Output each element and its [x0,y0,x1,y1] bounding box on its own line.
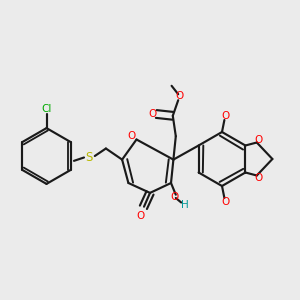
Text: O: O [222,197,230,207]
Text: O: O [175,91,183,101]
Text: O: O [254,135,263,145]
Text: O: O [171,192,179,203]
Text: O: O [136,211,144,221]
Text: O: O [222,111,230,121]
Text: H: H [181,200,189,210]
Text: O: O [128,131,136,141]
Text: S: S [86,151,93,164]
Text: O: O [254,173,263,183]
Text: Cl: Cl [41,103,52,114]
Text: O: O [148,109,157,119]
